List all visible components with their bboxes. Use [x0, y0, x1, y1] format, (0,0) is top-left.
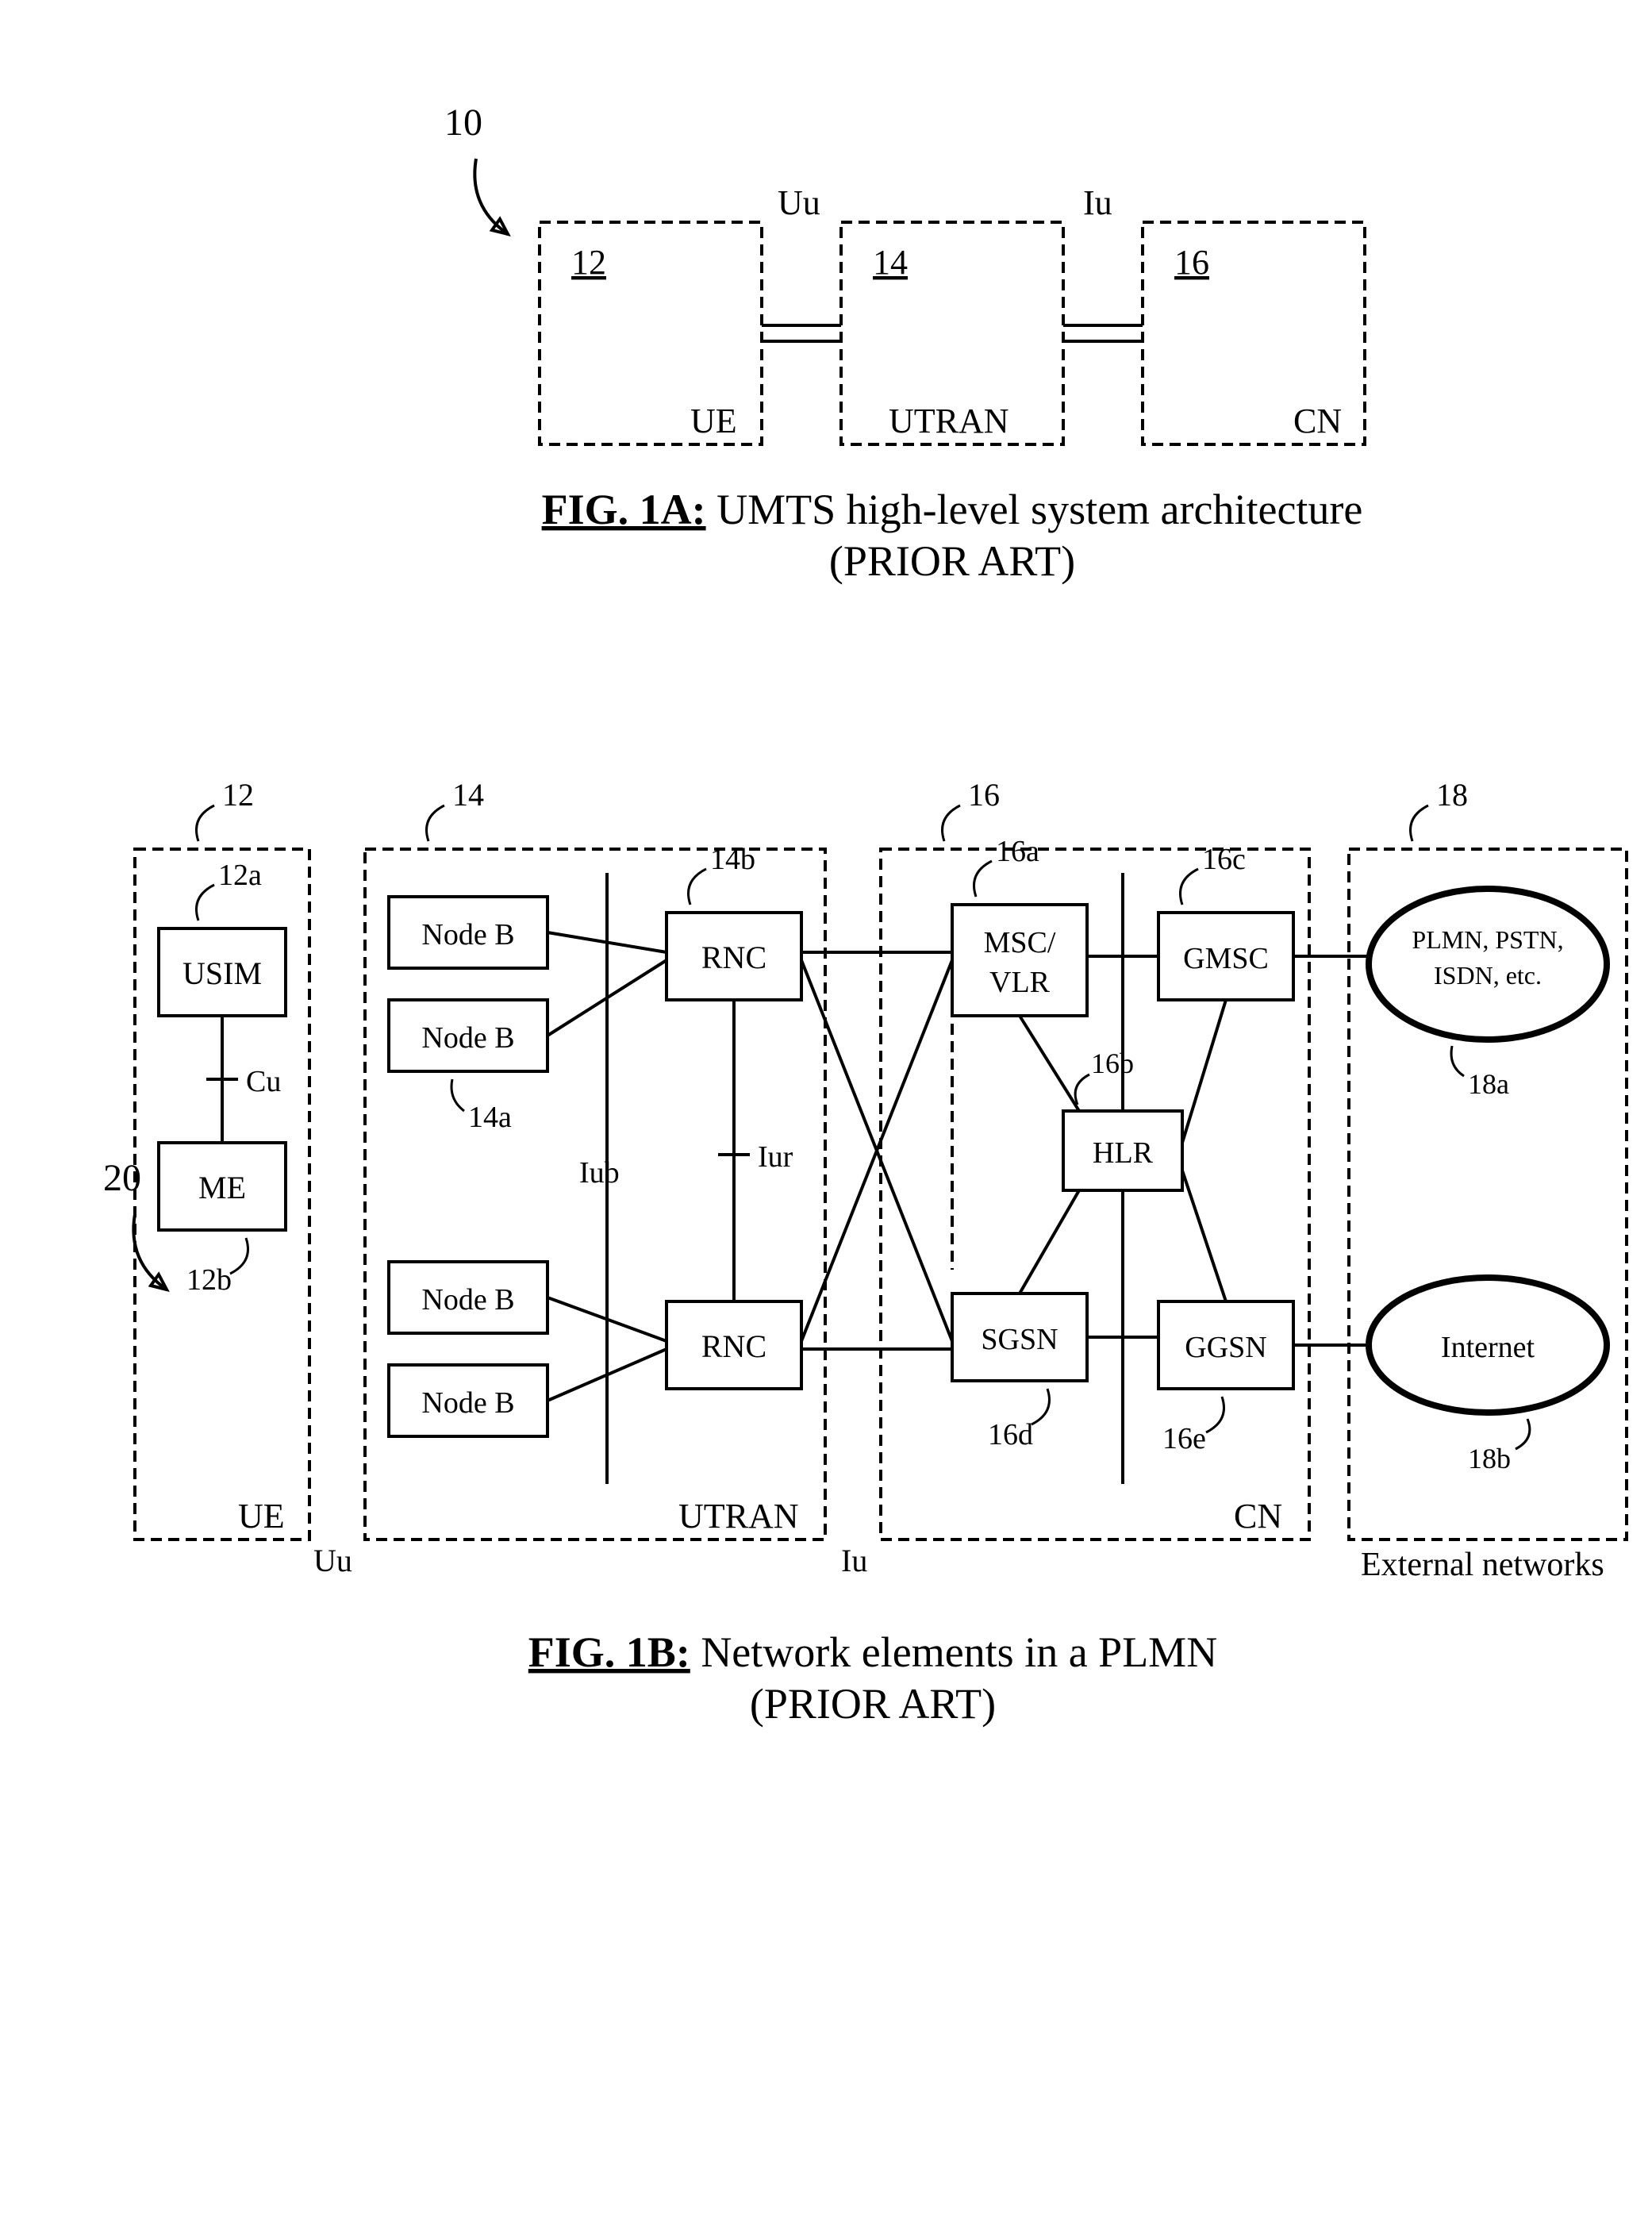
nodeb-ref: 14a	[468, 1101, 512, 1134]
figB-ue-lead	[197, 805, 215, 841]
ggsn-lead	[1206, 1397, 1224, 1432]
hlr-label: HLR	[1093, 1136, 1154, 1170]
figB-utran-label: UTRAN	[678, 1497, 799, 1536]
internet-num: 18b	[1468, 1443, 1511, 1474]
figB-caption-line2: (PRIOR ART)	[750, 1680, 996, 1728]
figure-1b: 20 12 UE USIM 12a ME 12b Cu Uu 14 UTRAN	[103, 777, 1627, 1728]
figA-cn-num: 16	[1174, 243, 1209, 282]
pstn-lead	[1451, 1046, 1464, 1076]
sgsn-label: SGSN	[981, 1323, 1058, 1356]
iub-label: Iub	[579, 1156, 620, 1190]
mscvlr-num: 16a	[996, 835, 1039, 868]
iur-label: Iur	[758, 1140, 793, 1174]
figB-caption-rest: Network elements in a PLMN	[690, 1628, 1217, 1676]
nodeb-3-label: Node B	[421, 1283, 514, 1317]
figB-iu-label: Iu	[841, 1543, 867, 1578]
rnc-1-label: RNC	[701, 940, 766, 975]
pstn-num: 18a	[1468, 1068, 1509, 1100]
usim-num: 12a	[218, 859, 262, 892]
gmsc-label: GMSC	[1183, 942, 1269, 975]
hlr-ggsn	[1182, 1171, 1226, 1301]
hlr-gmsc	[1182, 1000, 1226, 1143]
figA-ref-number: 10	[444, 102, 482, 144]
gmsc-lead	[1181, 869, 1199, 905]
figB-cn-label: CN	[1234, 1497, 1282, 1536]
nodeb-2-label: Node B	[421, 1021, 514, 1055]
figA-uu-label: Uu	[778, 183, 820, 222]
mscvlr-box	[952, 905, 1087, 1016]
sgsn-lead	[1032, 1389, 1050, 1424]
figA-cn-label: CN	[1293, 402, 1342, 440]
figA-utran-num: 14	[873, 243, 908, 282]
mscvlr-l2: VLR	[989, 966, 1051, 999]
rnc-2-label: RNC	[701, 1328, 766, 1364]
usim-label: USIM	[182, 955, 262, 991]
figB-uu-label: Uu	[313, 1543, 352, 1578]
figA-caption-rest: UMTS high-level system architecture	[706, 486, 1363, 533]
msc-hlr	[1020, 1016, 1079, 1111]
figA-utran-label: UTRAN	[889, 402, 1009, 440]
figB-ext-label: External networks	[1361, 1547, 1604, 1583]
internet-lead	[1516, 1419, 1530, 1449]
figA-caption-line1: FIG. 1A: UMTS high-level system architec…	[542, 486, 1363, 533]
ggsn-label: GGSN	[1185, 1331, 1266, 1364]
me-num: 12b	[186, 1263, 232, 1297]
rnc-lead	[689, 869, 707, 905]
nodeb-ref-lead	[451, 1079, 464, 1111]
figA-ref: 10	[444, 102, 508, 234]
me-label: ME	[198, 1170, 246, 1205]
figA-ue-num: 12	[571, 243, 606, 282]
figB-cn-lead	[943, 805, 961, 841]
sgsn-num: 16d	[988, 1418, 1033, 1451]
figA-iu-label: Iu	[1083, 183, 1112, 222]
rnc-num: 14b	[710, 843, 755, 876]
figB-utran-num: 14	[452, 777, 484, 813]
figA-ue-label: UE	[690, 402, 737, 440]
usim-lead	[197, 885, 215, 921]
pstn-l2: ISDN, etc.	[1434, 961, 1542, 990]
cu-label: Cu	[246, 1065, 281, 1098]
sgsn-hlr	[1020, 1190, 1079, 1294]
nodeb-4-label: Node B	[421, 1386, 514, 1420]
me-lead	[230, 1238, 248, 1274]
mscvlr-lead	[974, 861, 993, 897]
mscvlr-l1: MSC/	[984, 926, 1056, 959]
figB-utran-lead	[427, 805, 445, 841]
figB-ue-label: UE	[238, 1497, 285, 1536]
figA-caption-line2: (PRIOR ART)	[829, 537, 1075, 585]
internet-label: Internet	[1441, 1331, 1535, 1364]
pstn-l1: PLMN, PSTN,	[1412, 925, 1563, 954]
ggsn-num: 16e	[1162, 1422, 1206, 1455]
gmsc-num: 16c	[1202, 843, 1246, 876]
figB-caption-line1: FIG. 1B: Network elements in a PLMN	[528, 1628, 1217, 1676]
figA-caption-prefix: FIG. 1A:	[542, 486, 706, 533]
figB-cn-num: 16	[968, 777, 1000, 813]
figure-1a: 10 12 UE 14 UTRAN 16 CN Uu Iu FIG. 1A: U…	[444, 102, 1365, 585]
figB-ue-num: 12	[222, 777, 254, 813]
hlr-lead	[1075, 1074, 1089, 1105]
nodeb-1-label: Node B	[421, 918, 514, 951]
figB-ext-lead	[1411, 805, 1429, 841]
figB-ext-num: 18	[1436, 777, 1468, 813]
hlr-num: 16b	[1091, 1047, 1134, 1079]
figB-caption-prefix: FIG. 1B:	[528, 1628, 690, 1676]
